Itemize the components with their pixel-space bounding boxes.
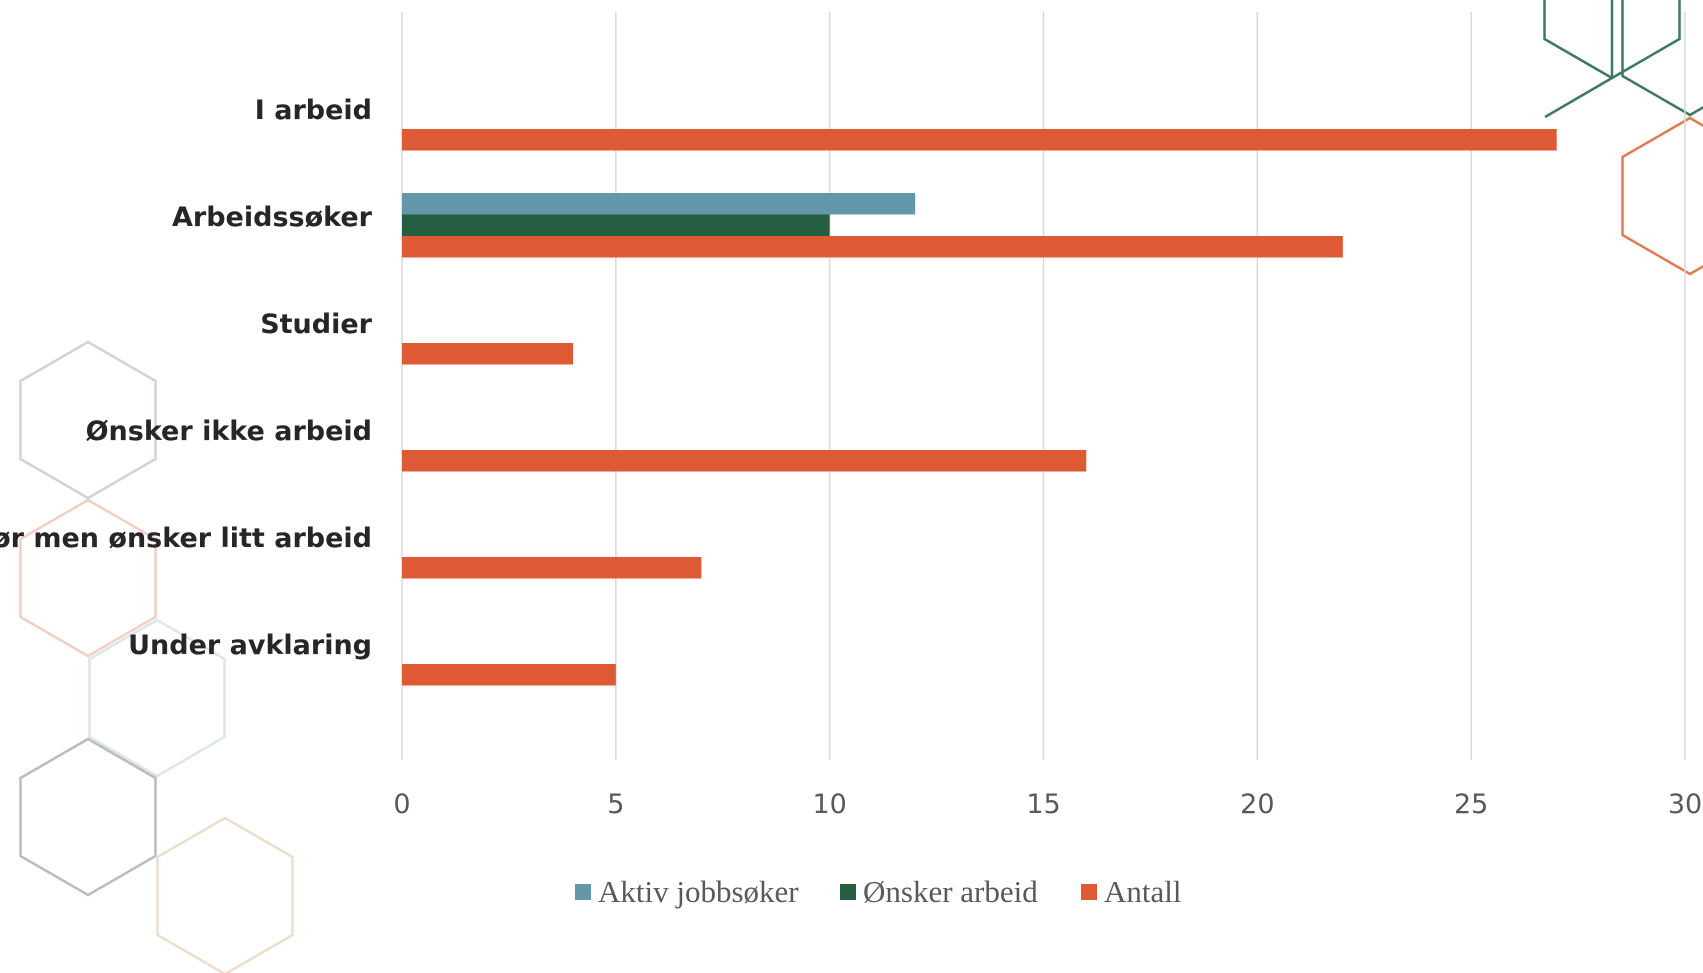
legend-swatch [1081,884,1097,900]
x-tick-label: 0 [393,789,410,820]
cube-edge [1544,0,1614,119]
bar-antall [402,557,702,579]
hexagon-decoration [19,0,1703,973]
category-label: Ønsker ikke arbeid [86,416,372,447]
category-label: I arbeid [255,95,372,126]
bar-series [402,129,1557,686]
gridlines [401,12,1686,760]
category-labels: I arbeid Arbeidssøker Studier Ønsker ikke a… [0,95,373,661]
hexagon-shape [19,498,157,658]
x-tick-label: 25 [1454,789,1488,820]
legend: Aktiv jobbsøker Ønsker arbeid Antall [575,874,1182,909]
legend-label: Ønsker arbeid [863,874,1038,909]
bar-antall [402,664,616,686]
bar-aktiv [402,193,916,215]
category-label: Ufør men ønsker litt arbeid [0,523,372,554]
category-label: Arbeidssøker [172,202,373,233]
hexagon-shape [1621,0,1703,117]
hexagon-shape [1621,116,1703,276]
category-label: Under avklaring [128,630,372,661]
bar-antall [402,236,1343,258]
x-tick-label: 30 [1668,789,1702,820]
bar-antall [402,450,1087,472]
hexagon-shape [88,618,226,778]
legend-swatch [840,884,856,900]
legend-label: Antall [1104,874,1182,909]
hexagon-shape [19,737,157,897]
hexagon-shape [19,340,157,500]
x-tick-label: 15 [1026,789,1060,820]
hexagon-shape [156,816,294,973]
bar-antall [402,343,574,365]
x-tick-label: 5 [607,789,624,820]
x-tick-label: 10 [812,789,846,820]
bar-onsker [402,214,830,236]
bar-antall [402,129,1557,151]
x-tick-label: 20 [1240,789,1274,820]
legend-label: Aktiv jobbsøker [598,874,799,909]
legend-swatch [575,884,591,900]
category-label: Studier [260,309,372,340]
x-tick-labels: 0 5 10 15 20 25 30 [393,789,1702,820]
